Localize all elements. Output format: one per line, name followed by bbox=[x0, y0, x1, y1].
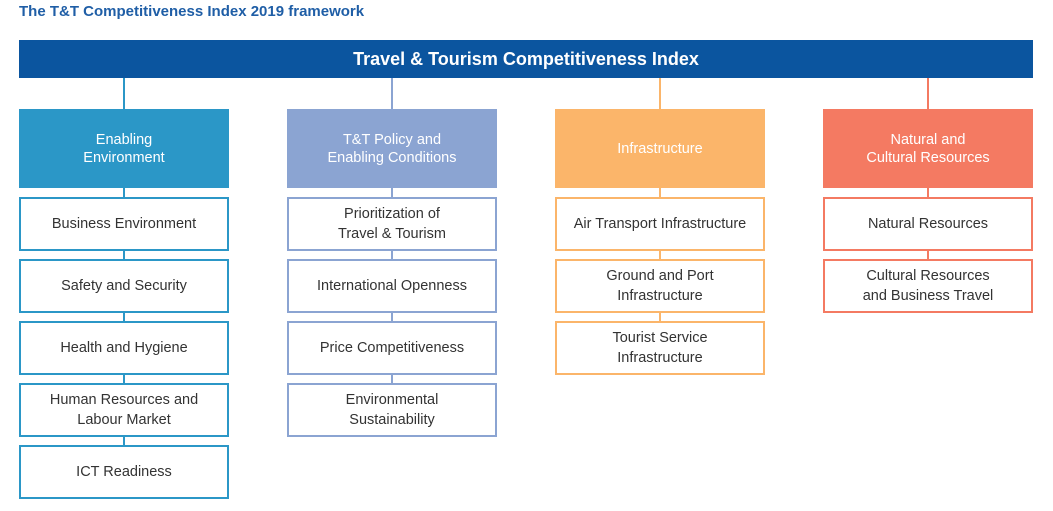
subpillar-box: Natural Resources bbox=[823, 197, 1033, 251]
subpillar-box: Cultural Resources and Business Travel bbox=[823, 259, 1033, 313]
subpillar-box: ICT Readiness bbox=[19, 445, 229, 499]
subpillar-box: Tourist Service Infrastructure bbox=[555, 321, 765, 375]
subpillar-box: Business Environment bbox=[19, 197, 229, 251]
subpillar-box: Safety and Security bbox=[19, 259, 229, 313]
subpillar-box: Prioritization of Travel & Tourism bbox=[287, 197, 497, 251]
subpillar-box: International Openness bbox=[287, 259, 497, 313]
column-infrastructure: Infrastructure Air Transport Infrastruct… bbox=[555, 78, 765, 508]
figure-title: The T&T Competitiveness Index 2019 frame… bbox=[19, 3, 365, 20]
subpillar-box: Environmental Sustainability bbox=[287, 383, 497, 437]
pillar-tt-policy: T&T Policy and Enabling Conditions bbox=[287, 109, 497, 188]
column-enabling-environment: Enabling Environment Business Environmen… bbox=[19, 78, 229, 508]
pillar-natural-cultural: Natural and Cultural Resources bbox=[823, 109, 1033, 188]
subpillar-box: Human Resources and Labour Market bbox=[19, 383, 229, 437]
subpillar-box: Air Transport Infrastructure bbox=[555, 197, 765, 251]
column-tt-policy: T&T Policy and Enabling Conditions Prior… bbox=[287, 78, 497, 508]
subpillar-box: Price Competitiveness bbox=[287, 321, 497, 375]
column-natural-cultural: Natural and Cultural Resources Natural R… bbox=[823, 78, 1033, 508]
pillar-infrastructure: Infrastructure bbox=[555, 109, 765, 188]
subpillar-box: Ground and Port Infrastructure bbox=[555, 259, 765, 313]
pillar-enabling-environment: Enabling Environment bbox=[19, 109, 229, 188]
subpillar-box: Health and Hygiene bbox=[19, 321, 229, 375]
index-title-bar: Travel & Tourism Competitiveness Index bbox=[19, 40, 1033, 78]
